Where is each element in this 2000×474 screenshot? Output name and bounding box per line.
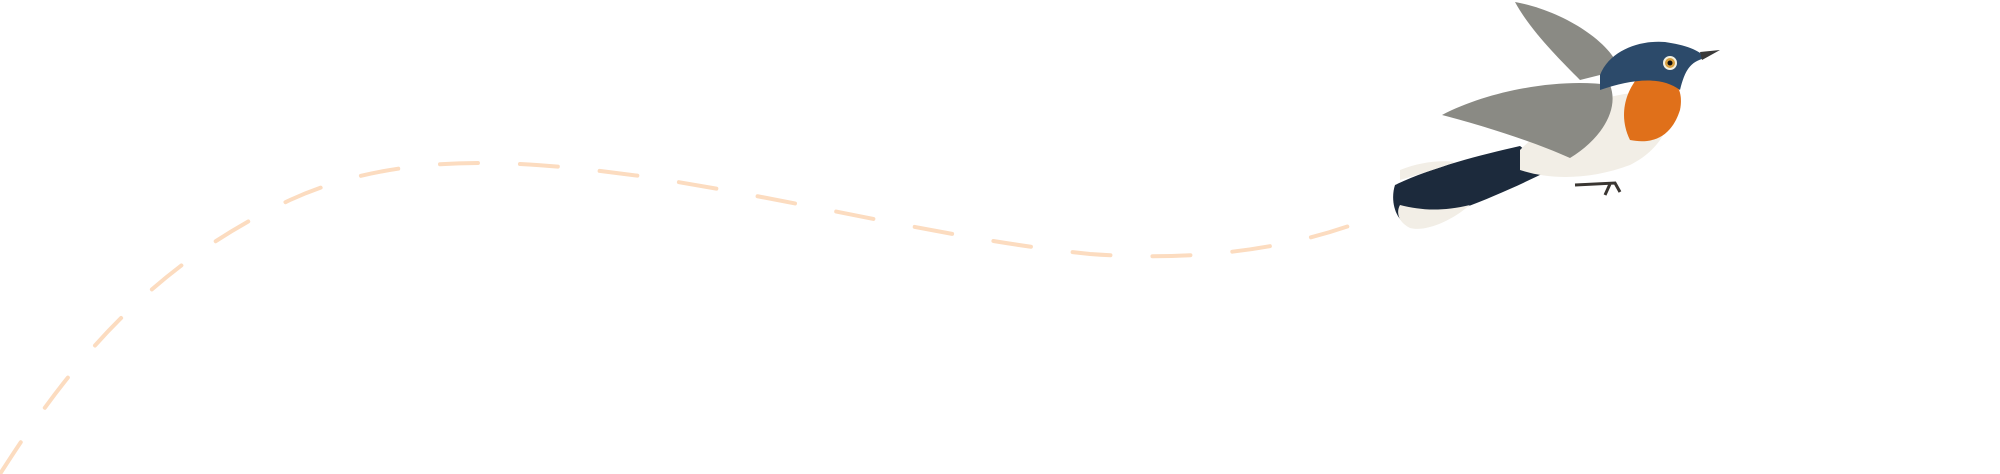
bird-beak [1700,50,1720,60]
bird-upper-wing [1515,2,1620,80]
bird-breast [1624,74,1681,142]
bird-tail-tips [1398,205,1470,229]
bird-head [1600,41,1705,90]
bird-lower-wing [1442,83,1613,158]
bird-illustration [1393,2,1720,229]
bird-tail [1393,146,1550,225]
dashed-flight-path [0,160,1362,474]
bird-tail-top [1400,161,1455,180]
bird-feet [1574,181,1622,196]
